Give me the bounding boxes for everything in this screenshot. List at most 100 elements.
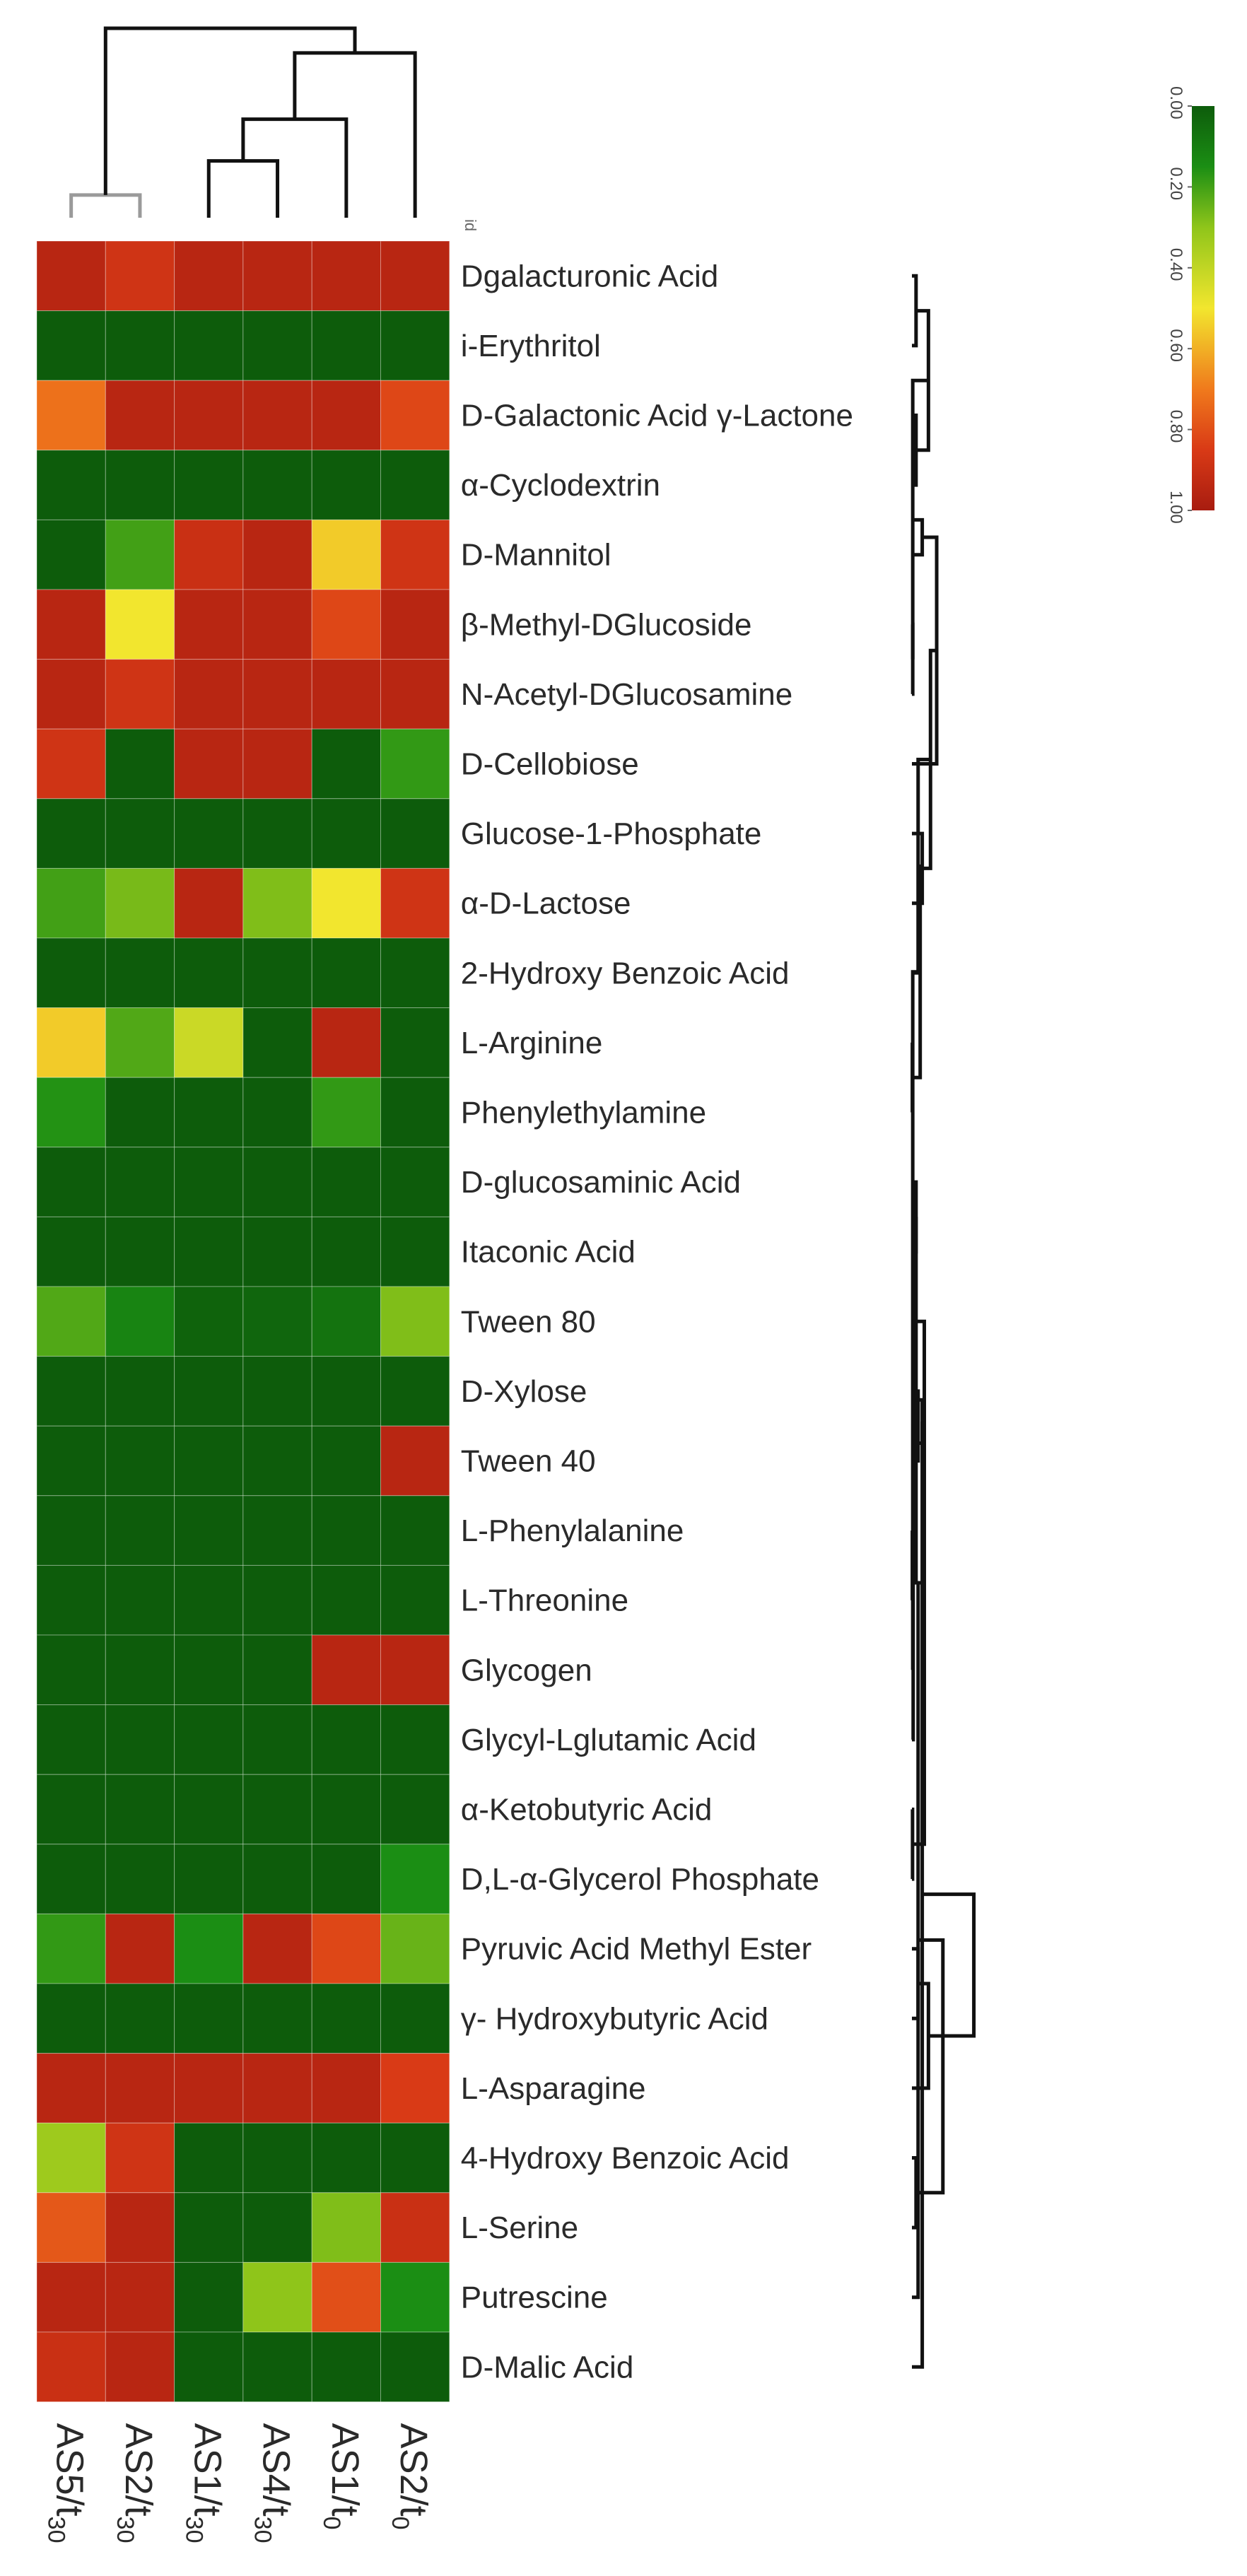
heatmap-cell bbox=[311, 2053, 382, 2124]
heatmap-cell bbox=[174, 1844, 244, 1914]
dendrogram-branch bbox=[912, 1421, 925, 2369]
heatmap-cell bbox=[105, 2053, 175, 2124]
heatmap-cell bbox=[36, 728, 106, 800]
colorbar-tick-label: 0.80 bbox=[1166, 410, 1185, 443]
dendrogram-branch bbox=[912, 2156, 918, 2230]
row-label: Glucose-1-Phosphate bbox=[461, 816, 762, 851]
heatmap-cell bbox=[242, 1634, 312, 1706]
heatmap-cell bbox=[36, 1077, 106, 1148]
dendrogram-branch bbox=[913, 1398, 925, 1445]
heatmap-cell bbox=[36, 1983, 106, 2054]
heatmap-cell bbox=[311, 1077, 382, 1148]
heatmap-cell bbox=[105, 1147, 175, 1217]
heatmap-cell bbox=[311, 728, 382, 800]
heatmap-cell bbox=[311, 589, 382, 660]
heatmap-cell bbox=[174, 937, 244, 1009]
heatmap-cell bbox=[311, 1356, 382, 1427]
row-label: γ- Hydroxybutyric Acid bbox=[461, 2001, 768, 2036]
heatmap-cell bbox=[242, 1077, 312, 1148]
heatmap-cell bbox=[36, 1634, 106, 1706]
heatmap-cell bbox=[242, 450, 312, 520]
heatmap-cell bbox=[174, 867, 244, 939]
row-label: N-Acetyl-DGlucosamine bbox=[461, 677, 792, 712]
heatmap-cell bbox=[36, 1495, 106, 1566]
heatmap-cell bbox=[105, 1844, 175, 1914]
heatmap-cell bbox=[105, 1913, 175, 1984]
heatmap-cell bbox=[242, 1564, 312, 1636]
heatmap-cell bbox=[105, 1495, 175, 1566]
heatmap-cell bbox=[36, 450, 106, 520]
heatmap-cell bbox=[311, 1564, 382, 1636]
column-label: AS4/t30 bbox=[250, 2423, 298, 2543]
heatmap-cell bbox=[311, 1704, 382, 1775]
heatmap-cell bbox=[380, 2122, 450, 2194]
heatmap-cell bbox=[311, 1983, 382, 2054]
heatmap-cell bbox=[380, 728, 450, 800]
heatmap-cell bbox=[36, 1774, 106, 1845]
heatmap-cell bbox=[174, 1495, 244, 1566]
heatmap-cell bbox=[36, 380, 106, 451]
heatmap-cell bbox=[380, 240, 450, 312]
heatmap-cell bbox=[105, 2122, 175, 2194]
heatmap-cell bbox=[174, 2122, 244, 2194]
heatmap-cell bbox=[380, 589, 450, 660]
heatmap-cell bbox=[36, 2053, 106, 2124]
heatmap-cell bbox=[105, 1983, 175, 2054]
heatmap-cell bbox=[105, 1077, 175, 1148]
heatmap-cell bbox=[174, 1007, 244, 1078]
heatmap-cell bbox=[311, 937, 382, 1009]
heatmap-cell bbox=[380, 798, 450, 869]
heatmap-cell bbox=[380, 1495, 450, 1566]
heatmap-cell bbox=[380, 380, 450, 451]
heatmap-cell bbox=[380, 1774, 450, 1845]
row-label: D-Malic Acid bbox=[461, 2350, 634, 2384]
heatmap-cell bbox=[311, 1216, 382, 1287]
dendrogram-branch bbox=[293, 51, 417, 218]
heatmap-cell bbox=[105, 450, 175, 520]
heatmap-grid bbox=[36, 240, 450, 2403]
heatmap-cell bbox=[242, 1704, 312, 1775]
dendrogram-branch bbox=[206, 159, 280, 218]
colorbar-tick-label: 0.40 bbox=[1166, 248, 1185, 281]
heatmap-cell bbox=[105, 1356, 175, 1427]
row-label: α-Ketobutyric Acid bbox=[461, 1793, 713, 1827]
heatmap-cell bbox=[242, 310, 312, 381]
column-label: AS5/t30 bbox=[43, 2423, 91, 2543]
heatmap-cell bbox=[311, 2261, 382, 2333]
row-label: D-Galactonic Acid γ-Lactone bbox=[461, 399, 853, 433]
heatmap-cell bbox=[36, 1704, 106, 1775]
row-label: β-Methyl-DGlucoside bbox=[461, 607, 752, 642]
heatmap-cell bbox=[242, 1913, 312, 1984]
row-dendrogram bbox=[911, 274, 976, 2369]
heatmap-cell bbox=[174, 380, 244, 451]
heatmap-cell bbox=[380, 2192, 450, 2263]
heatmap-cell bbox=[311, 1147, 382, 1217]
heatmap-cell bbox=[311, 1913, 382, 1984]
row-label: Itaconic Acid bbox=[461, 1235, 636, 1270]
heatmap-cell bbox=[242, 937, 312, 1009]
heatmap-cell bbox=[36, 2261, 106, 2333]
heatmap-cell bbox=[174, 240, 244, 312]
heatmap-cell bbox=[36, 867, 106, 939]
heatmap-cell bbox=[242, 1007, 312, 1078]
colorbar-tick-label: 0.00 bbox=[1166, 86, 1185, 119]
heatmap-cell bbox=[36, 1007, 106, 1078]
heatmap-cell bbox=[174, 798, 244, 869]
heatmap-cell bbox=[242, 1356, 312, 1427]
heatmap-cell bbox=[105, 310, 175, 381]
heatmap-cell bbox=[174, 450, 244, 520]
heatmap-cell bbox=[105, 1007, 175, 1078]
heatmap-cell bbox=[380, 450, 450, 520]
heatmap-cell bbox=[242, 1983, 312, 2054]
heatmap-cell bbox=[36, 519, 106, 590]
heatmap-cell bbox=[36, 2331, 106, 2403]
colorbar-tick-label: 1.00 bbox=[1166, 491, 1185, 524]
heatmap-cell bbox=[311, 798, 382, 869]
heatmap-cell bbox=[174, 728, 244, 800]
heatmap-cell bbox=[174, 1286, 244, 1357]
heatmap-cell bbox=[36, 2122, 106, 2194]
column-labels: AS5/t30 AS2/t30 AS1/t30 AS4/t30 AS1/t0 AS2/t0 bbox=[43, 2423, 435, 2543]
row-label: 2-Hydroxy Benzoic Acid bbox=[461, 956, 790, 990]
row-label: α-Cyclodextrin bbox=[461, 468, 660, 503]
heatmap-cell bbox=[311, 450, 382, 520]
